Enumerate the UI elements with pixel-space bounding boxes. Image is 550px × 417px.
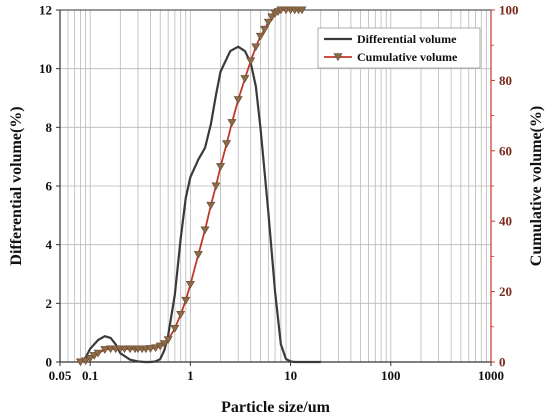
legend-cumulative-label: Cumulative volume xyxy=(357,50,458,64)
cumulative-point xyxy=(185,281,195,289)
cumulative-point xyxy=(260,25,270,34)
cumulative-point xyxy=(255,32,265,41)
y-left-tick-label: 0 xyxy=(46,355,53,370)
cumulative-point xyxy=(170,325,180,333)
cumulative-point xyxy=(193,251,203,259)
differential-volume-line xyxy=(79,45,321,364)
y-left-axis-title: Differential volume(%) xyxy=(8,106,25,265)
x-tick-label: 100 xyxy=(381,368,401,383)
cumulative-point xyxy=(85,354,95,363)
legend-differential-label: Differential volume xyxy=(357,32,457,46)
y-right-tick-label: 100 xyxy=(499,3,519,18)
y-right-axis-title: Cumulative volume(%) xyxy=(528,106,545,266)
cumulative-point xyxy=(119,345,130,354)
cumulative-point xyxy=(240,75,250,83)
x-axis-title: Particle size/um xyxy=(221,399,331,416)
cumulative-point xyxy=(297,6,307,15)
legend: Differential volume Cumulative volume xyxy=(317,27,481,69)
y-right-tick-label: 80 xyxy=(499,73,512,88)
cumulative-point xyxy=(100,346,110,354)
y-right-tick-label: 20 xyxy=(499,284,512,299)
cumulative-point xyxy=(222,140,232,148)
y-left-tick-label: 6 xyxy=(46,179,53,194)
cumulative-point xyxy=(81,357,91,366)
cumulative-point xyxy=(251,43,261,52)
cumulative-point xyxy=(211,182,221,191)
y-left-tick-label: 12 xyxy=(39,3,52,18)
y-right-tick-label: 0 xyxy=(499,355,506,370)
y-left-tick-label: 8 xyxy=(46,120,53,135)
x-tick-label: 10 xyxy=(284,368,297,383)
cumulative-point xyxy=(246,57,256,66)
cumulative-point xyxy=(163,336,173,345)
y-left-tick-label: 4 xyxy=(46,237,53,252)
cumulative-point xyxy=(151,344,161,353)
cumulative-point xyxy=(263,18,273,27)
cumulative-point xyxy=(159,340,169,348)
x-tick-label: 1000 xyxy=(478,368,504,383)
cumulative-point xyxy=(145,345,156,353)
legend-cumulative-marker xyxy=(333,53,343,62)
cumulative-point xyxy=(216,163,226,171)
cumulative-markers xyxy=(75,6,307,367)
cumulative-point xyxy=(75,358,85,367)
x-tick-label: 0.05 xyxy=(49,368,72,383)
x-tick-label: 1 xyxy=(187,368,194,383)
legend-box xyxy=(317,27,481,69)
y-right-tick-label: 60 xyxy=(499,143,512,158)
cumulative-point xyxy=(181,296,191,305)
cumulative-point xyxy=(227,119,237,127)
y-right-tick-label: 40 xyxy=(499,214,512,229)
y-left-tick-label: 10 xyxy=(39,61,52,76)
cumulative-point xyxy=(93,349,103,358)
cumulative-point xyxy=(233,96,243,104)
cumulative-point xyxy=(176,310,186,319)
cumulative-point xyxy=(200,226,210,235)
x-tick-label: 0.1 xyxy=(82,368,98,383)
cumulative-point xyxy=(155,342,165,351)
y-left-tick-label: 2 xyxy=(46,296,53,311)
cumulative-point xyxy=(206,201,216,210)
